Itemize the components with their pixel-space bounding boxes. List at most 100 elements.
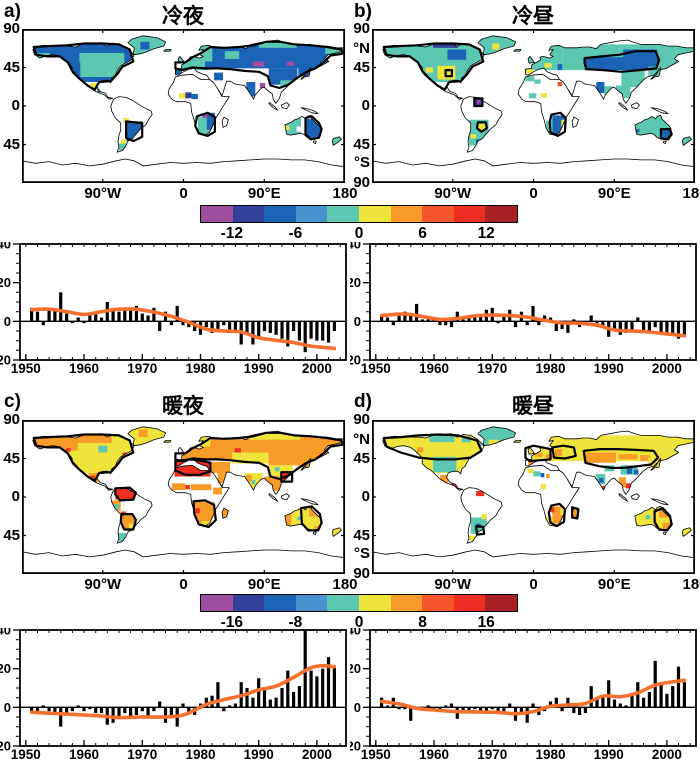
anomaly-bar [169,707,173,717]
anomaly-bar [82,321,86,324]
anomaly-bar [326,657,331,708]
anomaly-bar [589,686,593,708]
smoothed-trend-line [29,307,337,351]
anomaly-bar [409,313,413,322]
colorbar-segment [201,595,233,611]
anomaly-bar [508,703,512,708]
map-warm-nights [22,420,345,574]
map-patch [251,479,256,485]
anomaly-bar [129,707,133,717]
anomaly-bar [385,317,390,322]
colorbar-tick-label: 0 [354,614,364,631]
significance-outline [304,115,323,141]
anomaly-bar [513,321,518,328]
map-patch [681,527,694,538]
anomaly-bar [572,319,576,322]
anomaly-bar [473,315,477,322]
map-patch [213,487,223,495]
map-patch [634,129,640,133]
map-y-tick-label: 0 [361,488,370,505]
colorbar-tick-label: -6 [288,225,303,242]
anomaly-bar [297,686,301,708]
smoothed-trend-line [379,312,687,338]
map-patch [190,484,212,491]
map-patch [416,447,424,453]
anomaly-bar [30,707,34,712]
anomaly-bar [525,321,529,326]
anomaly-bar [391,321,395,326]
antarctica-coastline [372,158,695,168]
significance-outline [382,42,485,91]
anomaly-bar [321,321,325,341]
map-y-tick-label: 90 [353,411,370,428]
map-patch [331,136,344,147]
map-patch [533,471,541,477]
map-patch [185,485,190,490]
anomaly-bar [426,705,430,708]
map-patch [275,467,280,472]
map-patch [66,448,71,452]
colorbar-segment [358,595,391,611]
map-patch [77,433,112,444]
x-tick-label: 1960 [419,747,449,762]
anomaly-bar [467,707,471,712]
anomaly-bar [123,307,127,322]
anomaly-bar [76,705,80,708]
anomaly-bar [531,305,535,322]
anomaly-bar [676,321,681,339]
significance-outline [125,120,144,143]
anomaly-bar [257,678,261,708]
map-patch [138,429,148,438]
anomaly-bar [280,688,284,708]
anomaly-bar [415,303,419,322]
map-patch [284,125,290,130]
anomaly-bar [380,315,384,322]
map-x-tick-label: 90°W [84,576,122,593]
map-patch [552,506,564,524]
map-patch [194,502,215,525]
map-patch [314,526,321,531]
anomaly-bar [257,321,261,337]
anomaly-bar [449,703,454,708]
map-patch [179,93,186,99]
anomaly-bar [397,313,401,322]
map-patch [540,473,545,478]
x-tick-label: 1970 [127,361,157,376]
anomaly-bar [65,707,69,715]
map-patch [584,57,659,70]
anomaly-bar [554,697,558,708]
anomaly-bar [554,321,558,331]
map-y-tick-label: 45 [353,449,370,467]
colorbar-segment [358,206,391,222]
map-cold-days [372,29,695,183]
colorbar-segment [390,206,423,222]
x-tick-label: 1980 [535,747,565,762]
y-tick-label: 20 [0,275,11,290]
anomaly-bar [560,321,564,329]
x-tick-label: 2000 [652,747,682,762]
map-patch [175,69,182,75]
y-tick-label: 40 [350,628,361,638]
x-tick-label: 1980 [185,747,215,762]
map-patch [546,473,550,479]
panel-title-warm-nights: 暖夜 [162,394,204,418]
anomaly-bar [251,697,255,708]
anomaly-bar [624,705,628,708]
anomaly-bar [479,707,483,712]
anomaly-bar [30,307,34,322]
anomaly-bar [653,321,657,328]
anomaly-bar [315,321,319,341]
map-patch [440,474,449,483]
map-x-tick-label: 0 [529,185,538,202]
x-tick-label: 1950 [361,361,391,376]
anomaly-bar [99,317,104,322]
x-tick-label: 1970 [127,747,157,762]
anomaly-bar [636,317,640,322]
anomaly-bar [397,707,401,710]
colorbar-segment [264,595,296,611]
anomaly-bar [117,707,121,717]
map-x-tick-label: 90°E [597,185,631,202]
anomaly-bar [76,317,80,322]
map-patch [645,515,651,520]
map-y-tick-label: 45 [353,526,370,544]
